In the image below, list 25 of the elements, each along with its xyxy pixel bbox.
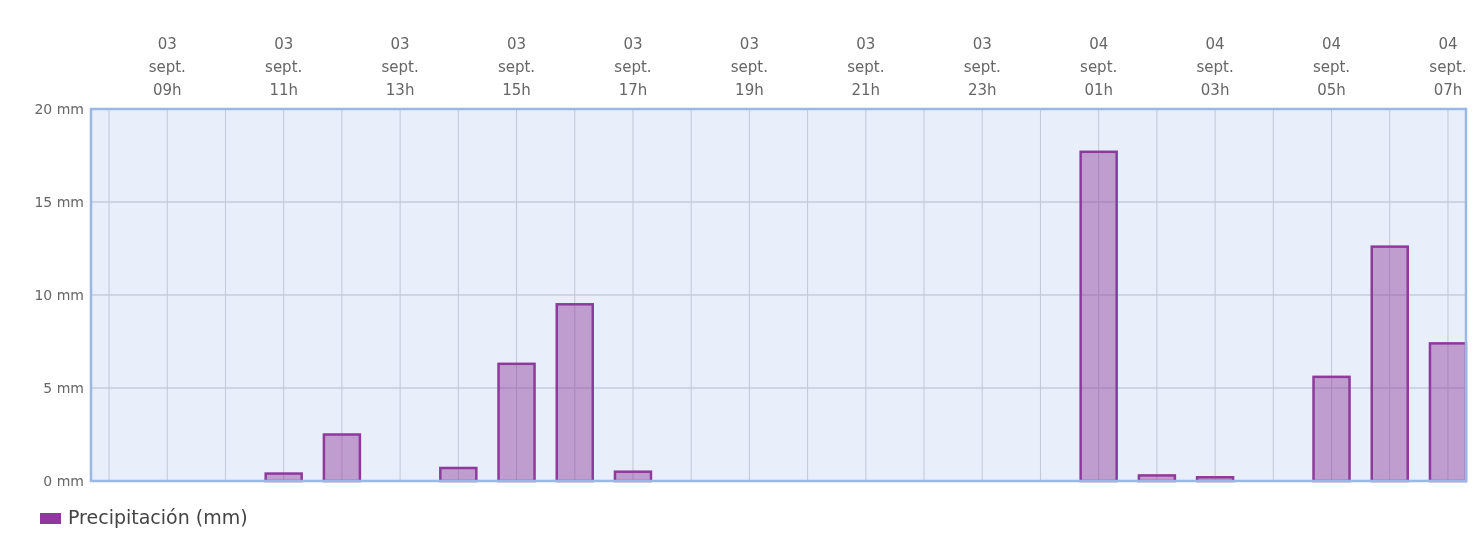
y-tick-label: 0 mm: [43, 472, 84, 489]
x-tick-label: 03 sept. 19h: [730, 35, 768, 99]
bar: [497, 362, 536, 483]
bar: [555, 303, 594, 483]
x-tick-label: 04 sept. 07h: [1429, 35, 1467, 99]
x-tick-label: 03 sept. 21h: [847, 35, 885, 99]
x-tick-label: 04 sept. 03h: [1196, 35, 1234, 99]
x-tick-label: 03 sept. 17h: [614, 35, 652, 99]
y-tick-label: 10 mm: [34, 286, 84, 303]
bar: [1079, 150, 1118, 483]
y-tick-label: 20 mm: [34, 100, 84, 117]
legend-label: Precipitación (mm): [68, 506, 248, 528]
x-tick-label: 03 sept. 23h: [963, 35, 1001, 99]
x-tick-label: 03 sept. 13h: [381, 35, 419, 99]
x-tick-label: 03 sept. 15h: [497, 35, 536, 99]
bar: [1370, 245, 1409, 483]
x-tick-label: 04 sept. 01h: [1080, 35, 1118, 99]
x-tick-label: 03 sept. 09h: [148, 35, 186, 99]
bar: [322, 433, 362, 483]
bar: [1312, 375, 1351, 483]
x-tick-label: 03 sept. 11h: [265, 35, 303, 99]
y-tick-label: 15 mm: [34, 193, 84, 210]
bar: [1428, 342, 1468, 483]
x-tick-label: 04 sept. 05h: [1312, 35, 1351, 99]
y-tick-label: 5 mm: [43, 379, 84, 396]
